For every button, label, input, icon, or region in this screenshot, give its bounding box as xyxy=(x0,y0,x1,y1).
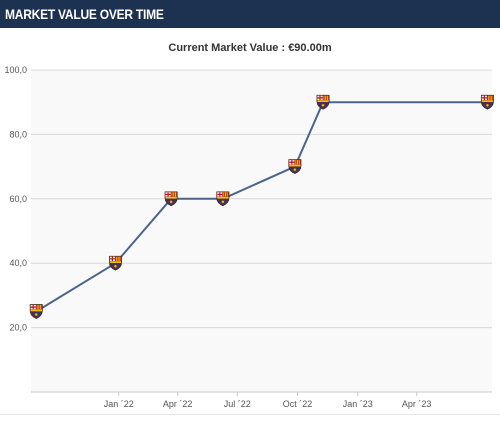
x-tick-label: Oct ´22 xyxy=(283,399,313,409)
y-tick-label: 100,0 xyxy=(4,65,27,75)
y-tick-label: 40,0 xyxy=(9,258,27,268)
y-tick-label: 60,0 xyxy=(9,194,27,204)
x-tick-label: Apr ´22 xyxy=(163,399,193,409)
page-header: MARKET VALUE OVER TIME xyxy=(0,0,500,28)
plot-area xyxy=(31,70,492,392)
footer-divider xyxy=(0,414,500,415)
x-tick-label: Jul ´22 xyxy=(224,399,251,409)
x-tick-label: Jan ´22 xyxy=(104,399,134,409)
chart-title: Current Market Value : €90.00m xyxy=(168,42,332,54)
y-tick-label: 20,0 xyxy=(9,323,27,333)
y-tick-label: 80,0 xyxy=(9,129,27,139)
page-title: MARKET VALUE OVER TIME xyxy=(5,6,164,22)
x-tick-label: Apr ´23 xyxy=(402,399,432,409)
x-tick-label: Jan ´23 xyxy=(343,399,373,409)
